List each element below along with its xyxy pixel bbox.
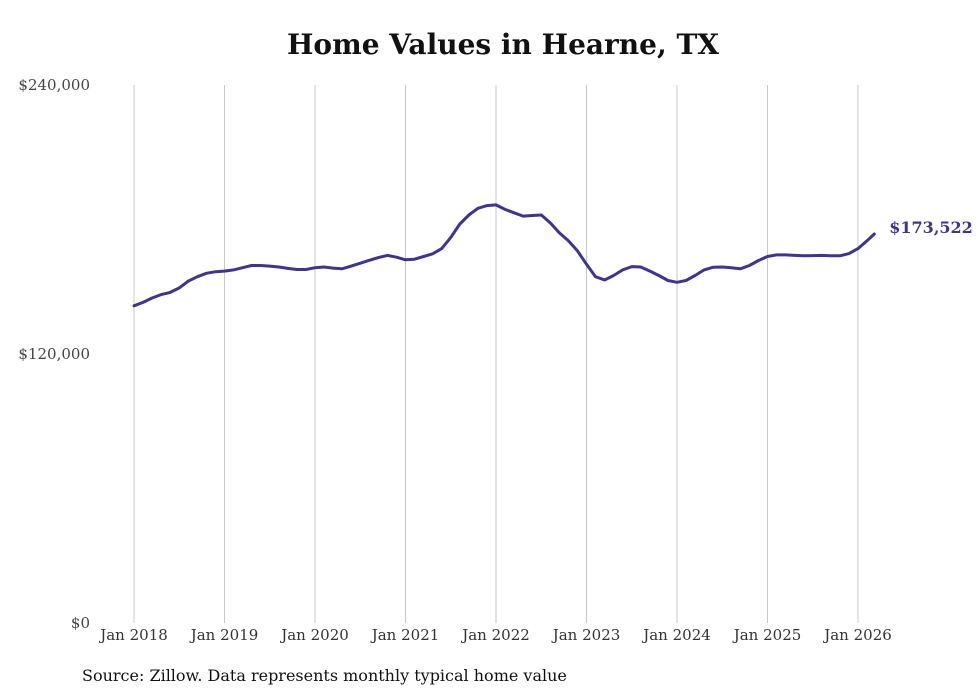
x-tick-label: Jan 2020 [279, 626, 349, 644]
y-tick-label: $120,000 [18, 345, 90, 363]
y-tick-label: $240,000 [18, 76, 90, 94]
x-tick-label: Jan 2025 [732, 626, 802, 644]
x-tick-label: Jan 2021 [370, 626, 440, 644]
chart-title: Home Values in Hearne, TX [286, 28, 720, 61]
x-tick-label: Jan 2023 [551, 626, 621, 644]
chart-source-note: Source: Zillow. Data represents monthly … [82, 666, 567, 685]
y-tick-label: $0 [71, 614, 90, 632]
x-tick-label: Jan 2022 [460, 626, 530, 644]
x-tick-label: Jan 2019 [189, 626, 259, 644]
x-tick-label: Jan 2018 [98, 626, 168, 644]
series-line [132, 203, 876, 308]
series-end-label: $173,522 [889, 218, 973, 237]
x-tick-label: Jan 2026 [822, 626, 892, 644]
x-tick-label: Jan 2024 [641, 626, 711, 644]
